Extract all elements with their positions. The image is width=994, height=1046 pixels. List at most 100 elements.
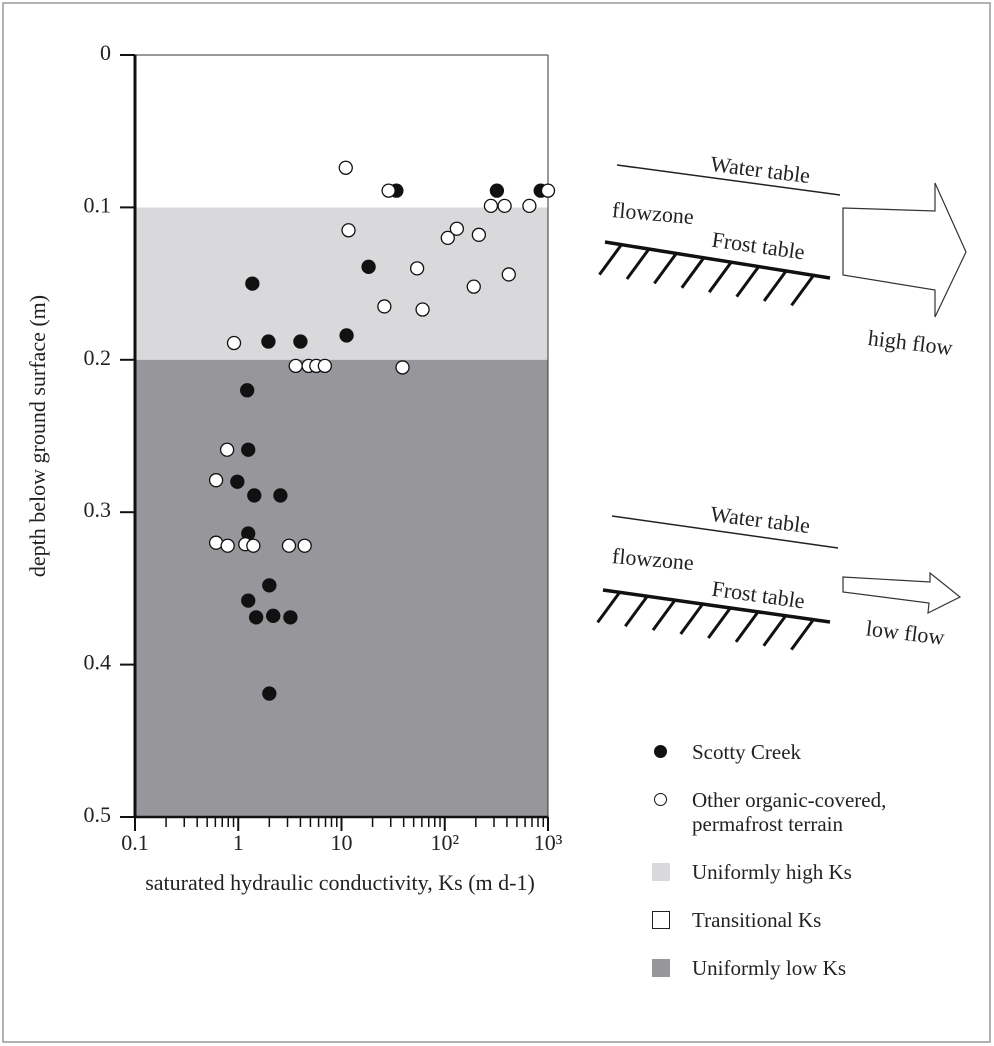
point: [263, 579, 276, 592]
point: [242, 443, 255, 456]
legend-label: Uniformly low Ks: [692, 956, 942, 980]
x-tick-label: 10: [331, 830, 353, 855]
legend-item: Uniformly low Ks: [642, 956, 972, 980]
point: [250, 611, 263, 624]
point: [228, 337, 241, 350]
point: [362, 260, 375, 273]
y-tick-label: 0.4: [84, 650, 112, 675]
flow-label: low flow: [865, 615, 946, 649]
x-tick-label: 1: [233, 830, 244, 855]
point: [221, 443, 234, 456]
hatch-line: [764, 616, 786, 646]
point: [490, 184, 503, 197]
high-flow-diagram: Water table flowzone Frost table high fl…: [599, 151, 966, 360]
hatch-line: [598, 592, 620, 622]
point: [210, 474, 223, 487]
point: [523, 199, 536, 212]
point: [210, 536, 223, 549]
hatch-line: [681, 604, 703, 634]
y-tick-label: 0.3: [84, 497, 112, 522]
point: [502, 268, 515, 281]
frost-table-label: Frost table: [710, 227, 806, 265]
band: [135, 360, 548, 817]
hatch-line: [709, 262, 731, 292]
point: [289, 359, 302, 372]
hatch-line: [737, 267, 759, 297]
point: [542, 184, 555, 197]
hatch-line: [599, 245, 621, 275]
point: [339, 161, 352, 174]
legend-swatch: [652, 959, 670, 977]
legend-swatch: [652, 863, 670, 881]
legend-label: Scotty Creek: [692, 740, 942, 764]
point: [467, 280, 480, 293]
point: [441, 231, 454, 244]
point: [241, 384, 254, 397]
point: [318, 359, 331, 372]
hatch-line: [625, 596, 647, 626]
hatch-line: [708, 608, 730, 638]
point: [246, 277, 259, 290]
hatch-line: [627, 249, 649, 279]
point: [274, 489, 287, 502]
x-axis-label: saturated hydraulic conductivity, Ks (m …: [145, 870, 535, 895]
legend-item: Scotty Creek: [642, 740, 972, 764]
point: [396, 361, 409, 374]
water-table-label: Water table: [709, 151, 812, 188]
band: [135, 55, 548, 207]
legend: Scotty Creek Other organic-covered, perma…: [642, 740, 972, 1004]
point: [498, 199, 511, 212]
y-tick-label: 0.5: [84, 802, 112, 827]
point: [382, 184, 395, 197]
hatch-line: [792, 275, 814, 305]
legend-label: Other organic-covered, permafrost terrai…: [692, 788, 942, 836]
hatch-line: [653, 600, 675, 630]
legend-label: Uniformly high Ks: [692, 860, 942, 884]
legend-swatch: [654, 745, 667, 758]
low-flow-diagram: Water table flowzone Frost table low flo…: [598, 501, 960, 650]
legend-label: Transitional Ks: [692, 908, 942, 932]
x-tick-label: 0.1: [121, 830, 149, 855]
flow-arrow: [843, 183, 966, 317]
flow-label: high flow: [867, 325, 954, 360]
hatch-line: [764, 271, 786, 301]
y-axis-label: depth below ground surface (m): [25, 295, 50, 577]
point: [221, 539, 234, 552]
point: [242, 594, 255, 607]
point: [472, 228, 485, 241]
point: [342, 224, 355, 237]
legend-swatch: [652, 911, 670, 929]
legend-swatch: [654, 793, 667, 806]
x-tick-label: 10²: [430, 830, 459, 855]
y-tick-label: 0: [100, 40, 111, 65]
legend-item: Transitional Ks: [642, 908, 972, 932]
point: [340, 329, 353, 342]
point: [298, 539, 311, 552]
flow-arrow: [843, 573, 960, 613]
hatch-line: [791, 620, 813, 650]
point: [284, 611, 297, 624]
hatch-line: [736, 612, 758, 642]
x-tick-label: 10³: [534, 830, 563, 855]
point: [231, 475, 244, 488]
hatch-line: [654, 253, 676, 283]
point: [247, 539, 260, 552]
point: [416, 303, 429, 316]
point: [411, 262, 424, 275]
legend-item: Uniformly high Ks: [642, 860, 972, 884]
legend-item: Other organic-covered, permafrost terrai…: [642, 788, 972, 836]
point: [248, 489, 261, 502]
point: [263, 687, 276, 700]
y-tick-label: 0.1: [84, 192, 112, 217]
point: [378, 300, 391, 313]
point: [294, 335, 307, 348]
flowzone-label: flowzone: [611, 197, 695, 229]
y-tick-label: 0.2: [84, 345, 112, 370]
point: [267, 609, 280, 622]
hatch-line: [682, 258, 704, 288]
point: [484, 199, 497, 212]
flowzone-label: flowzone: [611, 543, 695, 575]
figure: 0 0.1 0.2 0.3 0.4 0.5 0.1 1 10 10² 10³ depth below…: [0, 0, 994, 1046]
point: [262, 335, 275, 348]
point: [282, 539, 295, 552]
